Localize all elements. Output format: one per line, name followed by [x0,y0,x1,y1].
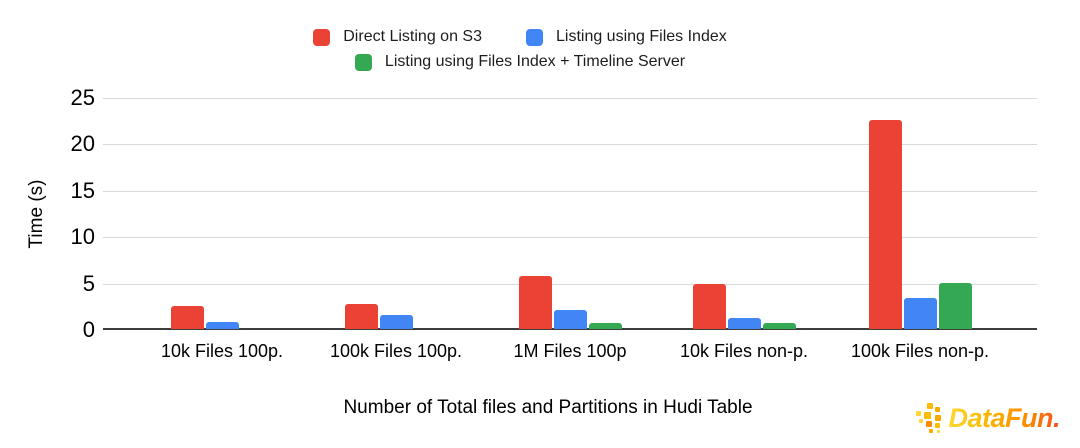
logo-dot [935,407,941,412]
x-axis-title: Number of Total files and Partitions in … [343,397,753,418]
bar-series-1-group-2 [344,304,378,329]
logo-dot [929,429,934,433]
y-tick-label: 15 [70,177,95,203]
plot-area [103,98,1037,330]
legend-label: Direct Listing on S3 [343,28,482,45]
bar-series-2-group-1 [205,322,239,329]
y-tick-label: 10 [70,224,95,250]
gridline [103,190,1037,192]
x-axis-line [103,328,1037,330]
bar-series-2-group-2 [379,315,413,329]
logo-dot [935,423,941,428]
x-tick-label: 100k Files 100p. [329,341,463,361]
x-tick-label: 100k Files non-p. [850,341,990,361]
x-tick-label: 1M Files 100p [513,341,627,361]
bar-series-2-group-3 [553,310,587,329]
bar-series-3-group-5 [938,283,972,329]
chart-legend: Direct Listing on S3 Listing using Files … [0,28,1040,71]
bar-series-3-group-3 [588,323,622,329]
legend-swatch-icon [525,28,543,46]
bar-series-2-group-5 [903,298,937,329]
datafun-logo: DataFun. [916,403,1060,434]
gridline [103,144,1037,146]
legend-swatch-icon [354,53,372,71]
legend-row-2: Listing using Files Index + Timeline Ser… [354,53,686,71]
legend-item-series-3: Listing using Files Index + Timeline Ser… [354,53,686,71]
legend-swatch-icon [313,28,331,46]
legend-label: Listing using Files Index + Timeline Ser… [384,53,686,70]
x-tick-label: 10k Files non-p. [679,341,809,361]
legend-label: Listing using Files Index [555,28,727,45]
gridline [103,283,1037,285]
legend-row-1: Direct Listing on S3 Listing using Files … [313,28,727,46]
bar-series-2-group-4 [727,318,761,329]
datafun-logo-dots-icon [916,403,943,434]
bar-series-1-group-3 [518,276,552,329]
legend-item-series-2: Listing using Files Index [525,28,727,46]
logo-dot [937,430,941,433]
logo-dot [927,403,934,409]
logo-dot [926,421,933,427]
y-tick-label: 25 [70,85,95,110]
x-tick-label: 10k Files 100p. [160,341,284,361]
bar-series-1-group-1 [170,306,204,329]
bar-series-1-group-5 [868,120,902,329]
gridline [103,98,1037,99]
y-tick-label: 0 [82,317,95,342]
bar-series-1-group-4 [692,284,726,329]
legend-item-series-1: Direct Listing on S3 [313,28,482,46]
x-axis-labels: 10k Files 100p. 100k Files 100p. 1M Files … [103,341,1037,365]
gridline [103,237,1037,239]
y-tick-label: 20 [70,131,95,157]
logo-dot [924,412,932,419]
logo-dot [916,411,922,416]
bar-series-3-group-4 [762,323,796,329]
logo-dot [935,415,942,421]
y-tick-label: 5 [82,270,95,296]
logo-dot [919,419,924,423]
datafun-logo-text: DataFun. [948,403,1060,433]
